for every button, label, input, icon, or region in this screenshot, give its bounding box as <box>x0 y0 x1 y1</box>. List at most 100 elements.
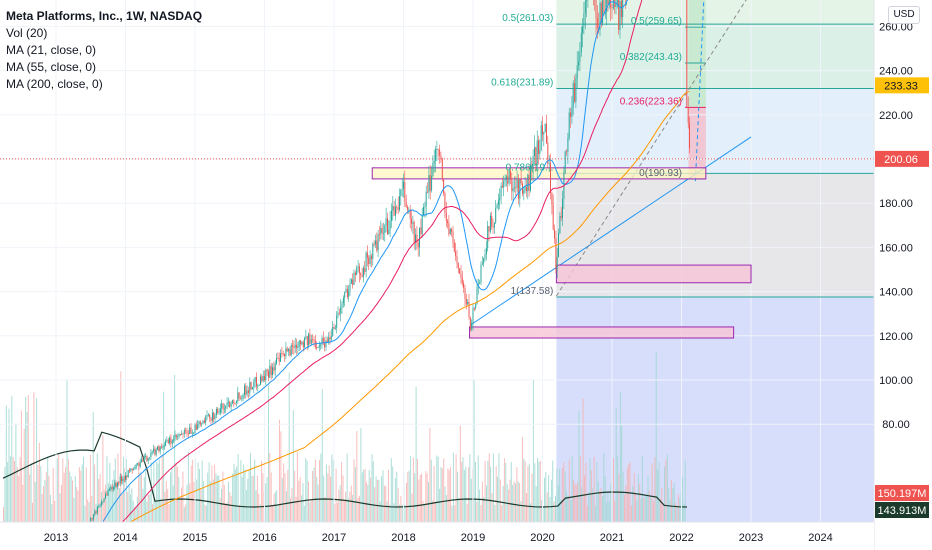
candle-body <box>504 179 506 182</box>
candle-body <box>103 498 105 502</box>
candle-body <box>440 155 442 159</box>
ma21-indicator-label[interactable]: MA (21, close, 0) <box>6 43 97 57</box>
candle-body <box>611 7 613 9</box>
candle-body <box>194 424 196 433</box>
candle-body <box>578 61 580 66</box>
ma200-indicator-label[interactable]: MA (200, close, 0) <box>6 77 103 91</box>
candle-body <box>191 432 193 434</box>
volume-bar <box>294 470 296 522</box>
symbol-title[interactable]: Meta Platforms, Inc., 1W, NASDAQ <box>6 9 203 23</box>
x-tick-label: 2024 <box>808 532 832 544</box>
candle-body <box>170 437 172 444</box>
volume-bar <box>465 466 467 522</box>
volume-bar <box>215 473 217 522</box>
candle-body <box>272 367 273 375</box>
vol-indicator-label[interactable]: Vol (20) <box>6 26 48 40</box>
volume-bar <box>143 476 145 522</box>
volume-bar <box>341 461 343 522</box>
candle-body <box>467 301 469 305</box>
candle-body <box>443 179 445 193</box>
candle-body <box>542 125 543 135</box>
volume-bar <box>167 489 169 522</box>
candle-body <box>508 170 510 184</box>
dashed-trend-line <box>555 0 747 297</box>
candle-body <box>448 223 450 235</box>
volume-bar <box>203 481 205 522</box>
volume-bar <box>452 452 454 522</box>
candle-body <box>158 446 160 452</box>
volume-bar <box>204 504 206 522</box>
candle-body <box>99 505 101 507</box>
volume-bar <box>550 479 552 522</box>
candle-body <box>378 234 380 236</box>
candle-body <box>349 283 351 291</box>
candle-body <box>90 518 92 523</box>
candle-body <box>219 408 221 413</box>
volume-bar <box>422 500 424 522</box>
candle-body <box>133 469 134 471</box>
candle-body <box>185 430 187 431</box>
candle-body <box>610 0 612 8</box>
volume-bar <box>128 485 130 522</box>
volume-bar <box>312 471 314 522</box>
volume-bar <box>433 466 435 522</box>
candle-body <box>460 273 462 278</box>
candle-body <box>620 1 622 18</box>
volume-bar <box>401 504 403 522</box>
volume-bar <box>635 493 636 522</box>
candle-body <box>380 228 382 235</box>
candle-body <box>428 175 430 193</box>
volume-bar <box>277 506 279 522</box>
volume-bar <box>258 493 260 522</box>
volume-bar <box>490 466 492 522</box>
x-tick-label: 2019 <box>461 532 485 544</box>
volume-bar <box>411 493 413 522</box>
volume-bar <box>582 398 584 522</box>
volume-bar <box>142 488 144 522</box>
volume-bar <box>643 497 645 522</box>
volume-bar <box>306 460 308 522</box>
candle-body <box>437 149 439 150</box>
volume-bar <box>348 498 349 522</box>
volume-bar <box>669 499 671 522</box>
candle-body <box>348 290 350 297</box>
volume-bar <box>601 496 603 522</box>
volume-bar <box>659 498 661 522</box>
candle-body <box>222 403 224 410</box>
chart-legend: Meta Platforms, Inc., 1W, NASDAQ Vol (20… <box>6 8 202 93</box>
candle-body <box>562 198 563 218</box>
volume-bar <box>301 495 303 522</box>
fib-label-left: 0.5(261.03) <box>502 13 553 24</box>
volume-bar <box>617 456 619 522</box>
volume-bar <box>385 486 387 522</box>
volume-bar <box>29 474 31 522</box>
candle-body <box>230 403 232 407</box>
volume-bar <box>595 506 596 522</box>
volume-bar <box>494 504 496 522</box>
volume-bar <box>647 476 649 522</box>
volume-bar <box>288 372 290 522</box>
candle-body <box>421 215 423 235</box>
candle-body <box>534 147 535 157</box>
volume-bar <box>287 469 289 522</box>
candle-body <box>453 242 455 252</box>
volume-bar <box>586 505 588 522</box>
currency-badge[interactable]: USD <box>888 6 920 24</box>
candle-body <box>492 226 494 228</box>
volume-bar <box>499 479 501 522</box>
candle-body <box>282 353 284 355</box>
candle-body <box>241 398 243 400</box>
volume-bar <box>417 458 418 522</box>
fib-label-left: 0.618(231.89) <box>491 78 553 89</box>
volume-bar <box>32 502 33 522</box>
volume-bar <box>240 459 242 522</box>
candle-body <box>574 83 576 102</box>
y-tick-label: 160.00 <box>879 242 913 254</box>
volume-bar <box>292 410 294 522</box>
ma55-indicator-label[interactable]: MA (55, close, 0) <box>6 60 97 74</box>
volume-bar <box>8 408 10 522</box>
volume-bar <box>542 506 544 522</box>
candle-body <box>106 494 108 496</box>
candle-body <box>404 181 406 202</box>
